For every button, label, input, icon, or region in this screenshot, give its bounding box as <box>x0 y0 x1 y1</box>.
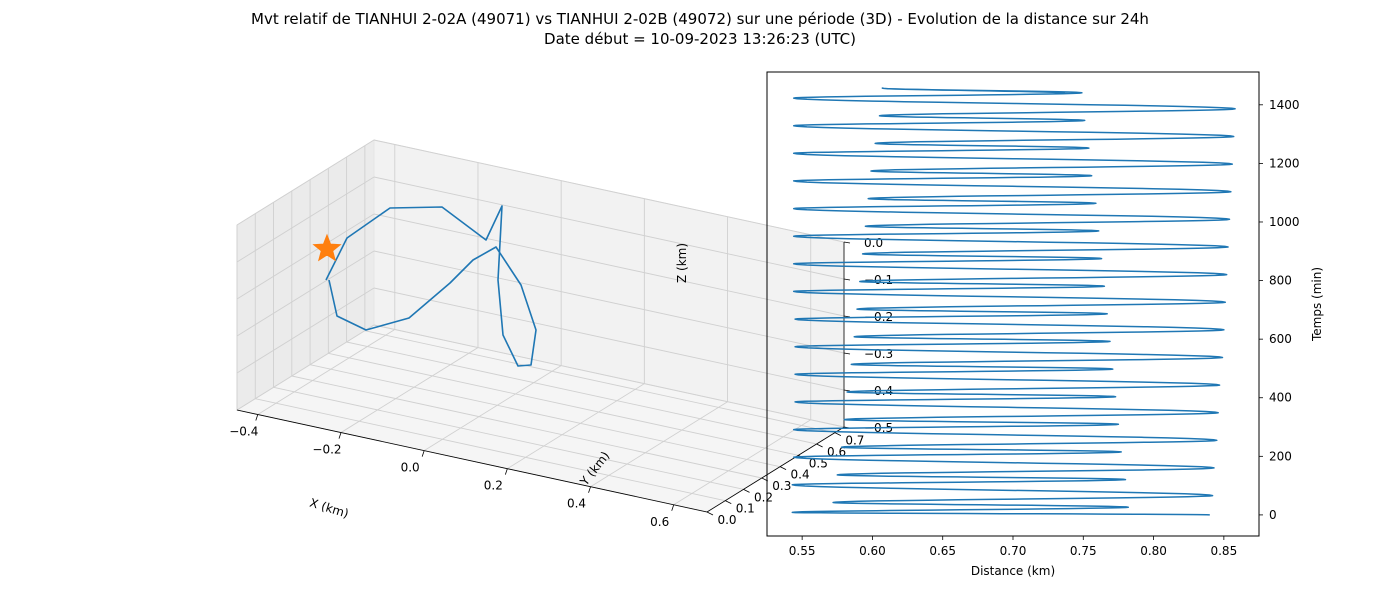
distance-series <box>791 87 1236 516</box>
x-gridline <box>507 383 645 470</box>
y-tick-labels: 0 200 400 600 800 1000 1200 1400 <box>1259 98 1300 522</box>
y-gridline <box>273 386 744 490</box>
x-tick <box>421 450 425 457</box>
y-gridline <box>291 375 762 479</box>
y-tick-label: 0.3 <box>772 479 791 493</box>
y-tick <box>779 466 787 471</box>
y-tick-label: 600 <box>1269 332 1292 346</box>
y-gridline <box>364 330 835 434</box>
y-tick <box>725 500 732 505</box>
z-gridline <box>373 324 845 428</box>
y-gridline <box>328 352 799 456</box>
y-tick-label: 200 <box>1269 449 1292 463</box>
y-gridline <box>255 398 726 502</box>
y-tick-label: 1200 <box>1269 156 1300 170</box>
x-gridline <box>590 401 728 488</box>
chart-subtitle: Date début = 10-09-2023 13:26:23 (UTC) <box>544 30 856 48</box>
y-axis-line <box>706 426 845 513</box>
z-gridline <box>236 176 375 263</box>
distance-line <box>791 87 1236 516</box>
z-gridline <box>373 213 845 317</box>
y-gridline <box>346 341 817 445</box>
z-gridline <box>373 287 845 391</box>
z-gridline <box>373 139 845 243</box>
y-tick-label: 1400 <box>1269 98 1300 112</box>
z-tick <box>843 241 851 244</box>
y-gridline <box>309 364 781 468</box>
y-tick-label: 0 <box>1269 508 1277 522</box>
x-tick <box>504 468 508 475</box>
y-tick-label: 0.7 <box>845 434 864 448</box>
x-tick-label: −0.2 <box>312 443 341 457</box>
y-tick-label: 800 <box>1269 274 1292 288</box>
z-tick <box>843 389 851 392</box>
z-gridline <box>236 139 375 226</box>
3d-axes <box>236 241 851 516</box>
z-gridline <box>236 213 375 300</box>
z-gridline <box>236 250 375 337</box>
y-tick-label: 0.5 <box>809 456 828 470</box>
z-tick <box>843 278 851 281</box>
x-tick-label: 0.60 <box>859 544 886 558</box>
x-tick <box>588 486 591 493</box>
x-gridline <box>257 329 396 415</box>
x-tick-label: −0.4 <box>229 425 258 439</box>
x-tick-label: 0.65 <box>929 544 956 558</box>
x-axis-line <box>236 409 708 513</box>
z-tick <box>843 315 851 318</box>
z-axis-label: Z (km) <box>675 243 689 283</box>
y-tick <box>706 511 714 516</box>
x-tick-label: 0.75 <box>1070 544 1097 558</box>
z-gridline <box>373 250 845 354</box>
y-tick <box>834 432 842 437</box>
distance-axis-label: Distance (km) <box>971 564 1055 578</box>
x-tick-label: 0.70 <box>1000 544 1027 558</box>
y-tick-label: 400 <box>1269 391 1292 405</box>
chart-title: Mvt relatif de TIANHUI 2-02A (49071) vs … <box>251 10 1149 28</box>
x-tick-label: 0.80 <box>1140 544 1167 558</box>
x-tick <box>338 432 342 439</box>
x-gridline <box>423 365 562 452</box>
y-tick <box>743 488 750 493</box>
start-star-marker <box>312 233 342 262</box>
x-tick-label: 0.6 <box>650 515 669 529</box>
x-tick-label: 0.4 <box>567 497 586 511</box>
3d-trajectory-series <box>312 205 537 367</box>
x-gridline <box>673 419 811 506</box>
x-tick-label: 0.2 <box>484 479 503 493</box>
x-tick-label: 0.0 <box>401 461 420 475</box>
x-gridline <box>340 347 479 433</box>
z-gridline <box>373 176 845 280</box>
z-tick <box>843 352 851 355</box>
y-tick-label: 1000 <box>1269 215 1300 229</box>
x-tick-label: 0.55 <box>789 544 816 558</box>
x-tick <box>671 504 675 511</box>
y-tick-label: 0.1 <box>736 502 755 516</box>
y-tick <box>816 443 823 448</box>
trajectory-line <box>325 205 537 367</box>
z-gridline <box>236 324 375 411</box>
x-tick <box>255 414 259 421</box>
y-tick-label: 0.0 <box>717 513 736 527</box>
time-axis-label: Temps (min) <box>1310 267 1324 342</box>
3d-panes <box>235 139 846 513</box>
x-tick-label: 0.85 <box>1210 544 1237 558</box>
y-tick-label: 0.4 <box>791 468 810 482</box>
x-tick-labels: 0.55 0.60 0.65 0.70 0.75 0.80 0.85 <box>789 536 1237 558</box>
z-gridline <box>236 287 375 374</box>
y-tick-label: 0.2 <box>754 490 773 504</box>
